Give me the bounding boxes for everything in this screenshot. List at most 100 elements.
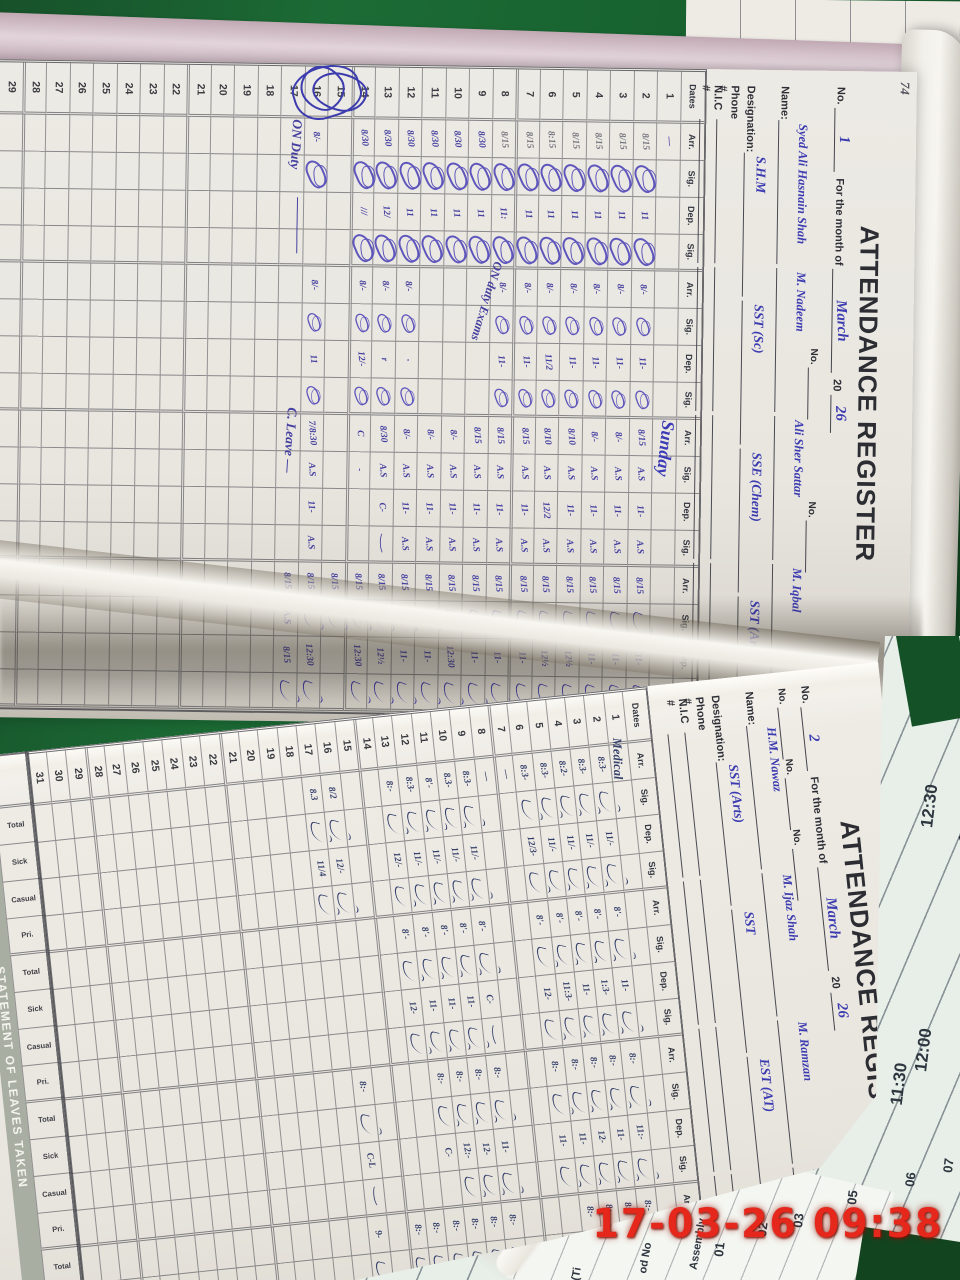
grid-cell — [381, 804, 405, 844]
grid-cell: 12/- — [385, 841, 409, 881]
handwritten-entry: 8'- — [437, 923, 450, 937]
grid-cell — [554, 786, 578, 826]
date-cell: 9 — [468, 68, 493, 122]
grid-cell — [159, 375, 184, 413]
handwritten-entry: 8:3- — [594, 755, 608, 774]
grid-cell — [358, 955, 382, 995]
handwritten-entry: 11- — [556, 1133, 569, 1148]
grid-cell — [231, 265, 256, 303]
grid-cell: 8'- — [565, 896, 589, 936]
statement-cell — [0, 753, 33, 810]
handwritten-entry: 8'- — [456, 921, 469, 935]
grid-cell: 12:- — [454, 1131, 478, 1171]
grid-cell — [323, 810, 348, 850]
signature-squiggle — [316, 893, 333, 916]
grid-cell — [224, 1156, 248, 1195]
grid-cell — [381, 990, 405, 1030]
handwritten-entry: 11/- — [563, 833, 577, 851]
handwritten-entry: 11 — [522, 208, 534, 219]
grid-cell: 8/30 — [397, 119, 422, 158]
grid-cell: 11 — [608, 196, 633, 235]
grid-cell — [43, 225, 68, 264]
grid-cell — [128, 980, 152, 1019]
signature-scribble — [374, 384, 392, 407]
grid-cell — [0, 151, 22, 189]
handwritten-entry: 8/- — [310, 130, 322, 143]
grid-cell — [285, 1000, 309, 1040]
grid-cell — [235, 1080, 259, 1120]
handwritten-entry: A.S — [446, 537, 458, 552]
handwritten-entry: A.S — [518, 465, 530, 480]
grid-cell: 11/- — [423, 837, 447, 877]
handwritten-entry: 8'- — [591, 907, 603, 920]
grid-cell: C — [346, 415, 371, 453]
grid-cell — [650, 1148, 674, 1188]
grid-cell — [82, 910, 106, 950]
grid-cell — [465, 342, 490, 381]
grid-cell — [527, 1086, 551, 1126]
grid-cell — [0, 373, 19, 411]
grid-cell — [212, 1045, 236, 1085]
handwritten-entry: 8:3- — [575, 757, 588, 776]
grid-cell — [166, 1162, 190, 1201]
handwritten-entry: 8.3 — [306, 788, 319, 802]
grid-cell: 11:3- — [554, 972, 578, 1012]
grid-cell: 11- — [458, 982, 482, 1022]
signature-scribble — [419, 158, 447, 192]
grid-cell — [654, 234, 679, 272]
staff-designation-value: SSE (Chem) — [748, 452, 765, 522]
handwritten-entry: A.S — [564, 465, 576, 481]
signature-scribble — [610, 314, 628, 337]
grid-cell — [19, 262, 44, 300]
grid-cell — [531, 1123, 555, 1163]
grid-cell — [496, 978, 520, 1018]
grid-cell: 8'- — [585, 894, 609, 934]
signature-scribble — [302, 156, 330, 191]
signature-squiggle — [358, 1112, 375, 1136]
signature-scribble — [539, 386, 557, 409]
grid-cell — [439, 1170, 463, 1210]
handwritten-entry: 11- — [613, 356, 625, 370]
blank-field — [667, 732, 698, 878]
grid-cell — [19, 299, 44, 337]
grid-cell: 11- — [439, 984, 463, 1024]
grid-cell — [304, 812, 328, 852]
handwritten-entry: 8:15 — [545, 130, 557, 149]
grid-cell — [293, 1074, 317, 1114]
handwritten-entry: 11- — [611, 504, 623, 518]
grid-cell — [605, 381, 630, 420]
handwritten-entry: 9- — [372, 1229, 385, 1240]
grid-cell — [205, 450, 230, 488]
staff-name-value: H.M. Nawaz — [764, 726, 785, 793]
signature-scribble — [607, 161, 635, 195]
grid-cell — [110, 485, 135, 524]
handwritten-entry: 8/15 — [516, 574, 529, 593]
statement-col-label: Sick — [11, 856, 28, 868]
column-header: Arr. — [677, 271, 703, 310]
grid-cell: 8:15 — [538, 121, 563, 160]
grid-cell — [74, 1022, 98, 1062]
grid-cell — [297, 1111, 321, 1150]
grid-cell — [59, 875, 83, 915]
handwritten-entry: A.S — [540, 538, 552, 554]
statement-cell: Sick — [29, 1136, 72, 1178]
grid-cell — [0, 114, 23, 152]
grid-cell: 8:3- — [396, 765, 420, 805]
grid-cell — [189, 1010, 213, 1050]
grid-cell — [431, 1097, 455, 1136]
grid-cell — [417, 379, 442, 417]
grid-cell — [321, 525, 346, 564]
grid-cell — [629, 382, 654, 420]
grid-cell — [66, 263, 91, 301]
grid-cell — [350, 156, 378, 194]
grid-cell — [207, 302, 232, 340]
grid-cell — [500, 1015, 524, 1055]
grid-cell: 12/- — [347, 341, 372, 379]
grid-cell — [600, 856, 624, 895]
grid-cell — [0, 262, 21, 300]
grid-cell: A.S — [298, 525, 323, 563]
handwritten-entry: 8:- — [568, 1058, 581, 1072]
grid-cell — [87, 485, 112, 523]
grid-cell: A.S — [463, 453, 488, 492]
grid-cell — [542, 862, 566, 901]
